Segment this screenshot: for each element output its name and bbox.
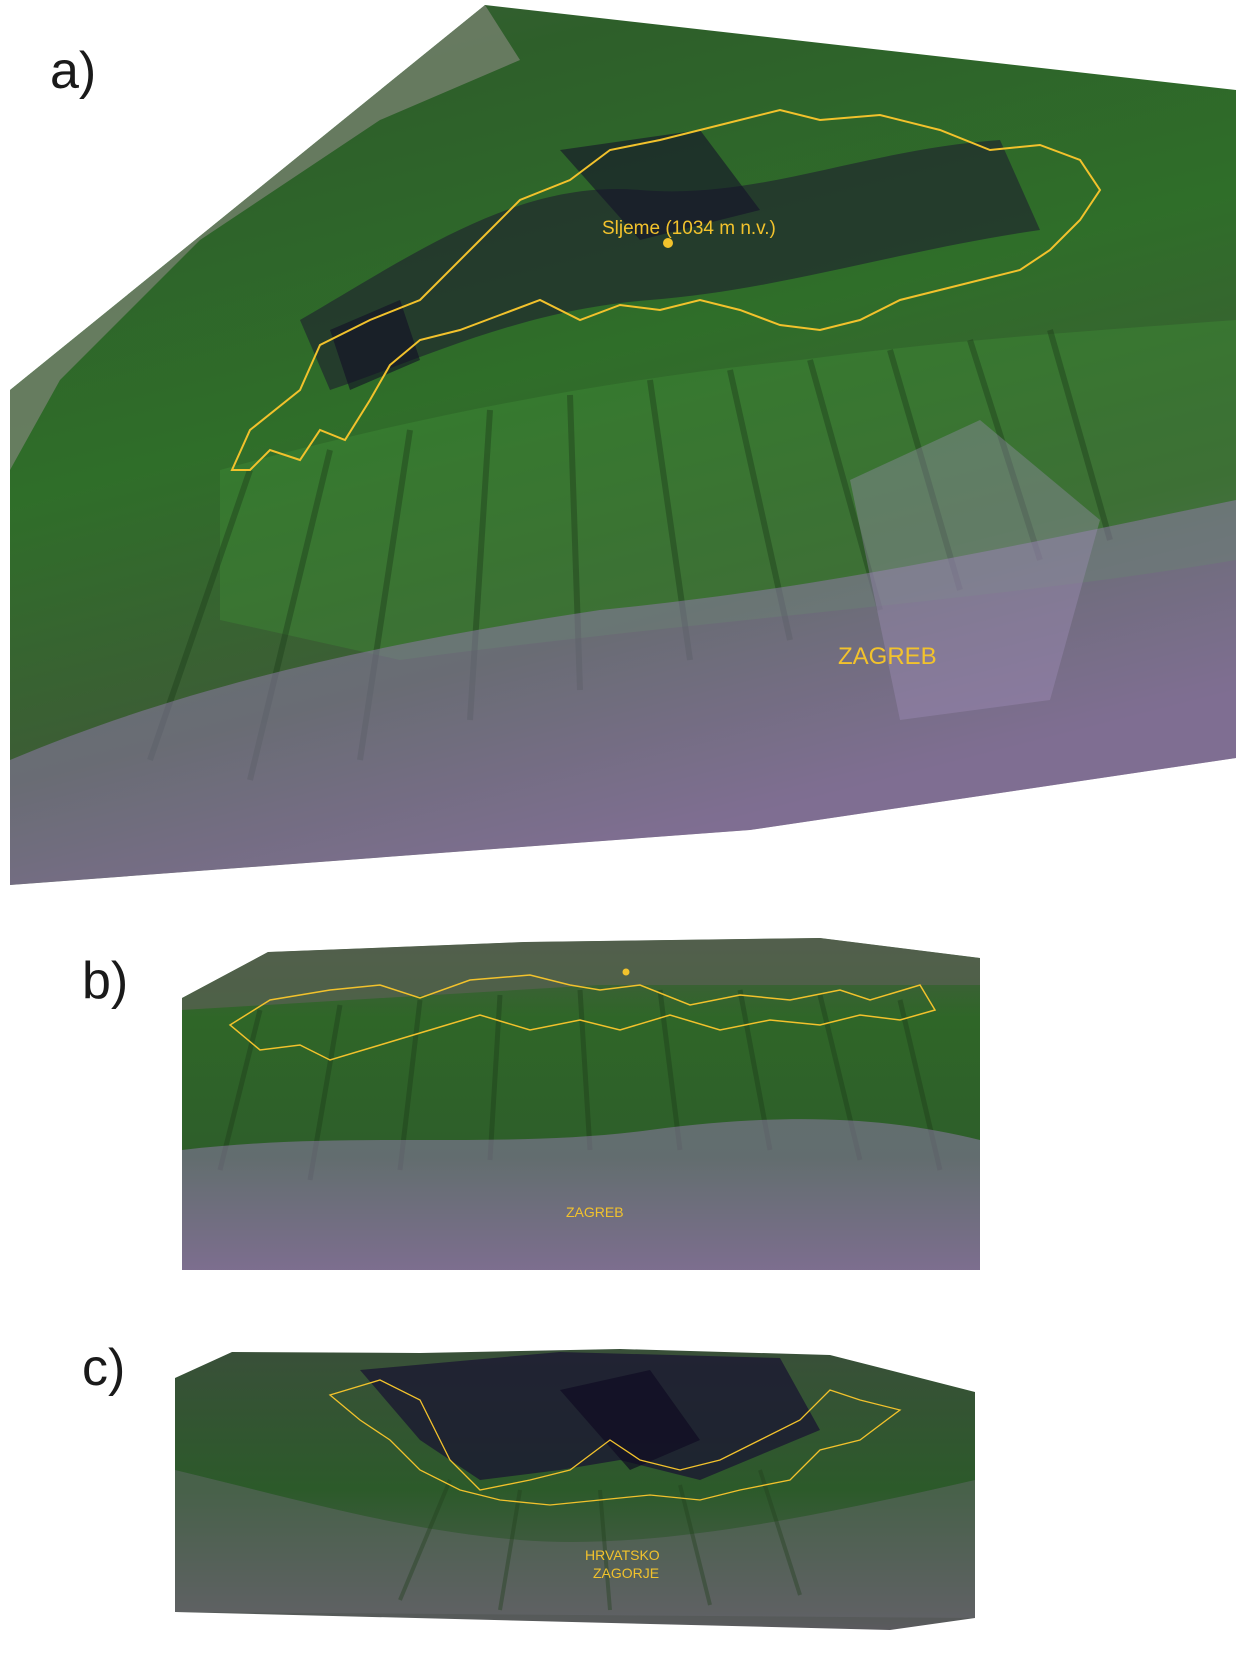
panel-a-scene xyxy=(10,5,1236,885)
panel-c-scene xyxy=(175,1349,975,1630)
city-label-b: ZAGREB xyxy=(566,1204,624,1220)
city-label-a: ZAGREB xyxy=(838,643,937,670)
park-boundary-a xyxy=(230,108,1102,471)
region-label-c-line1: HRVATSKO xyxy=(585,1547,660,1563)
park-boundary-b xyxy=(228,974,937,1061)
peak-marker-a xyxy=(663,238,673,248)
peak-label-a: Sljeme (1034 m n.v.) xyxy=(602,218,776,239)
panel-label-a: a) xyxy=(50,42,97,100)
panel-b-scene xyxy=(182,938,980,1270)
panel-label-c: c) xyxy=(82,1339,126,1397)
park-boundary-c xyxy=(328,1379,902,1506)
panel-label-b: b) xyxy=(82,952,129,1010)
peak-marker-b xyxy=(622,968,630,976)
region-label-c-line2: ZAGORJE xyxy=(593,1565,659,1581)
